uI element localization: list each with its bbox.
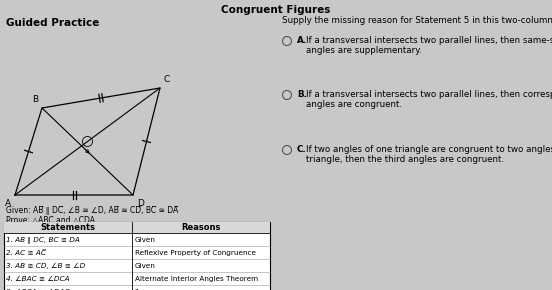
Text: 2. AC ≅ AC̅: 2. AC ≅ AC̅ xyxy=(6,250,46,256)
Text: 3. AB ≅ CD, ∠B ≅ ∠D: 3. AB ≅ CD, ∠B ≅ ∠D xyxy=(6,263,85,269)
Text: Given: Given xyxy=(135,237,156,243)
Text: 1. AB ∥ DC, BC ≅ DA: 1. AB ∥ DC, BC ≅ DA xyxy=(6,237,80,243)
Text: Statements: Statements xyxy=(40,224,95,233)
Text: A: A xyxy=(5,199,11,208)
Text: Congruent Figures: Congruent Figures xyxy=(221,5,331,15)
Text: B: B xyxy=(32,95,38,104)
Text: Alternate Interior Angles Theorem: Alternate Interior Angles Theorem xyxy=(135,276,258,282)
Text: If two angles of one triangle are congruent to two angles of another: If two angles of one triangle are congru… xyxy=(306,145,552,154)
Text: Supply the missing reason for Statement 5 in this two-column proof.: Supply the missing reason for Statement … xyxy=(282,16,552,25)
Text: If a transversal intersects two parallel lines, then corresponding: If a transversal intersects two parallel… xyxy=(306,90,552,99)
Text: 4. ∠BAC ≅ ∠DCA: 4. ∠BAC ≅ ∠DCA xyxy=(6,276,70,282)
Text: C: C xyxy=(164,75,170,84)
Text: Prove: △ABC and △CDA: Prove: △ABC and △CDA xyxy=(6,216,95,225)
Bar xyxy=(4,222,270,290)
Text: Reflexive Property of Congruence: Reflexive Property of Congruence xyxy=(135,250,256,256)
Text: angles are supplementary.: angles are supplementary. xyxy=(306,46,422,55)
Text: 5. ∠BCA ≅ ∠DAC: 5. ∠BCA ≅ ∠DAC xyxy=(6,289,70,290)
Text: B.: B. xyxy=(297,90,307,99)
Text: C.: C. xyxy=(297,145,307,154)
Text: If a transversal intersects two parallel lines, then same-side interior: If a transversal intersects two parallel… xyxy=(306,36,552,45)
Text: A.: A. xyxy=(297,36,307,45)
Text: Reasons: Reasons xyxy=(181,224,221,233)
Text: triangle, then the third angles are congruent.: triangle, then the third angles are cong… xyxy=(306,155,504,164)
Bar xyxy=(4,222,270,233)
Text: Given: AB̅ ∥ DC̅, ∠B ≅ ∠D, AB̅ ≅ CD̅, BC̅ ≅ DA̅: Given: AB̅ ∥ DC̅, ∠B ≅ ∠D, AB̅ ≅ CD̅, BC… xyxy=(6,205,178,214)
Text: Guided Practice: Guided Practice xyxy=(6,18,99,28)
Text: angles are congruent.: angles are congruent. xyxy=(306,100,402,109)
Text: D: D xyxy=(137,199,144,208)
Text: Given: Given xyxy=(135,263,156,269)
Text: ?: ? xyxy=(135,289,139,290)
